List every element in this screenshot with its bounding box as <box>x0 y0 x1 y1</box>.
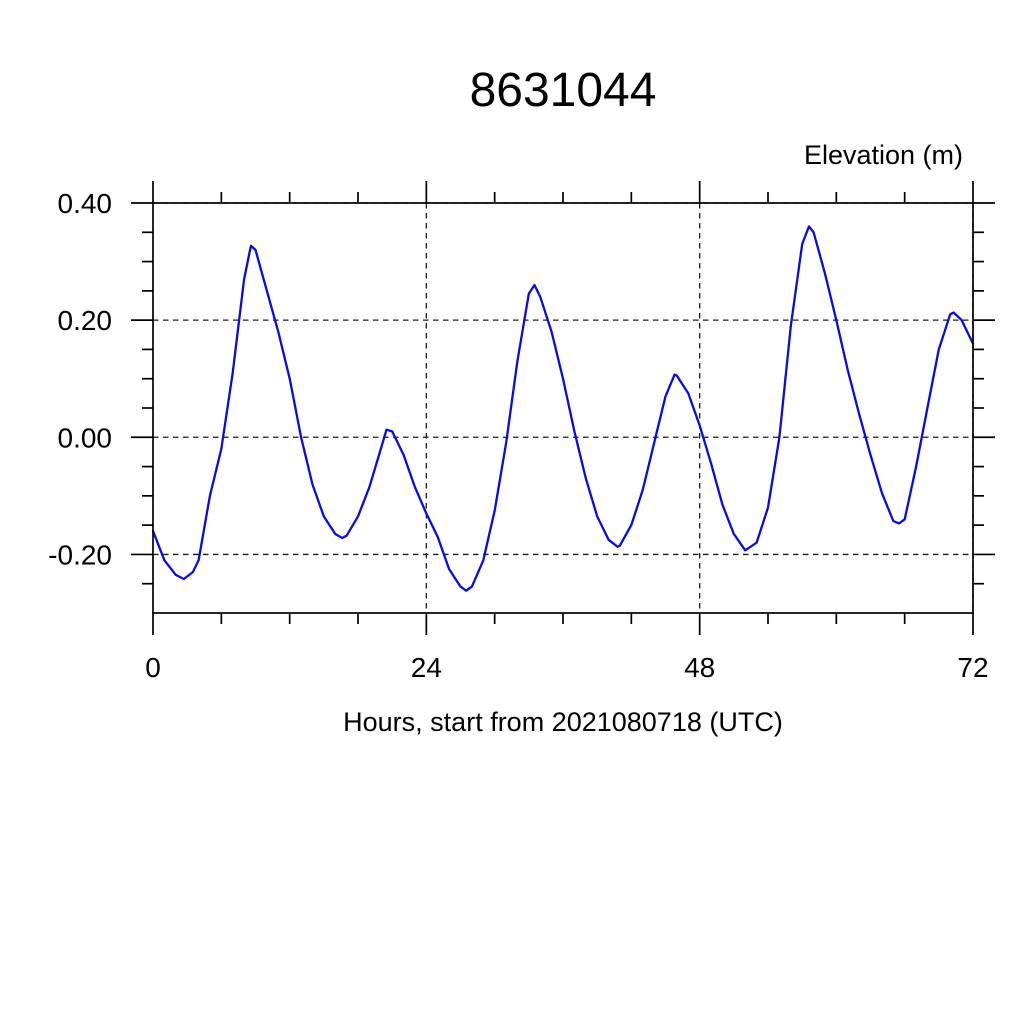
x-tick-label-24: 24 <box>411 652 442 683</box>
tick-layer <box>131 181 995 635</box>
y-tick-label-0.00: 0.00 <box>58 422 113 453</box>
x-axis-title: Hours, start from 2021080718 (UTC) <box>343 707 783 737</box>
elevation-line <box>151 225 975 592</box>
plot-frame <box>152 202 974 614</box>
y-axis-unit-label: Elevation (m) <box>804 140 963 170</box>
x-tick-label-72: 72 <box>957 652 988 683</box>
y-tick-label-0.20: 0.20 <box>58 305 113 336</box>
x-tick-label-0: 0 <box>145 652 161 683</box>
x-tick-label-48: 48 <box>684 652 715 683</box>
y-tick-label-0.40: 0.40 <box>58 188 113 219</box>
series-layer <box>151 225 975 592</box>
tick-label-layer: 0 24 48 72 0.40 0.20 0.00 -0.20 <box>48 188 988 683</box>
chart-title: 8631044 <box>470 64 657 117</box>
y-tick-label--0.20: -0.20 <box>48 539 112 570</box>
grid-layer <box>153 202 974 613</box>
